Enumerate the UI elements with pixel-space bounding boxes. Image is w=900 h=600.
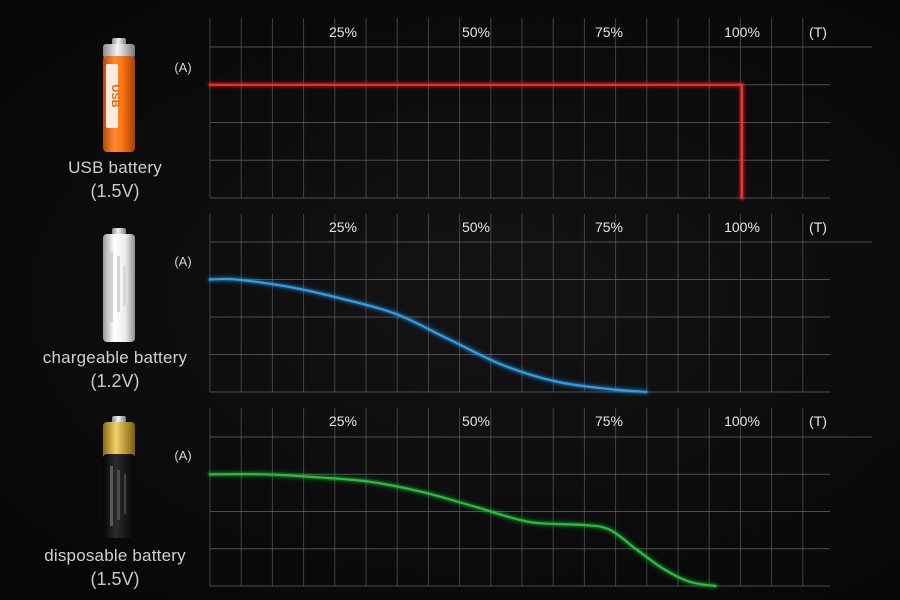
battery-name: disposable battery — [44, 546, 186, 565]
series-line-glow — [207, 471, 718, 589]
x-axis-unit-label: (T) — [809, 219, 827, 235]
x-tick-label: 50% — [462, 24, 490, 40]
battery-name: chargeable battery — [42, 348, 188, 367]
y-axis-unit-label: (A) — [174, 448, 191, 463]
battery-voltage: (1.5V) — [90, 569, 140, 589]
x-tick-label: 100% — [724, 219, 760, 235]
x-tick-label: 75% — [595, 24, 623, 40]
chart-3: 25% 50% 75% 100% (T) (A) — [174, 408, 872, 589]
x-tick-label: 100% — [724, 24, 760, 40]
battery-name: USB battery — [68, 158, 162, 177]
battery-print-usb: USB — [109, 84, 121, 107]
x-tick-label: 50% — [462, 219, 490, 235]
x-tick-label: 75% — [595, 219, 623, 235]
x-tick-label: 75% — [595, 413, 623, 429]
chart-1: 25% 50% 75% 100% (T) (A) — [174, 18, 872, 201]
x-tick-label: 25% — [329, 413, 357, 429]
battery-voltage: (1.5V) — [90, 181, 140, 201]
gold-black-alkaline-aa-battery-icon — [103, 416, 135, 538]
series-line — [208, 83, 744, 200]
x-tick-label: 100% — [724, 413, 760, 429]
battery-voltage: (1.2V) — [90, 371, 140, 391]
x-axis-unit-label: (T) — [809, 24, 827, 40]
white-rechargeable-aa-battery-icon — [103, 228, 135, 342]
chart-2: 25% 50% 75% 100% (T) (A) — [174, 214, 872, 395]
x-axis-unit-label: (T) — [809, 413, 827, 429]
y-axis-unit-label: (A) — [174, 254, 191, 269]
series-line — [208, 277, 648, 394]
x-tick-label: 25% — [329, 24, 357, 40]
y-axis-unit-label: (A) — [174, 60, 191, 75]
chargeable-battery-panel: chargeable battery (1.2V) — [42, 228, 188, 391]
x-tick-label: 25% — [329, 219, 357, 235]
series-line — [208, 472, 717, 588]
x-tick-label: 50% — [462, 413, 490, 429]
usb-battery-panel: USB USB battery (1.5V) — [0, 0, 900, 205]
series-line-glow — [207, 82, 745, 201]
orange-usb-aa-battery-icon: USB — [103, 38, 135, 152]
